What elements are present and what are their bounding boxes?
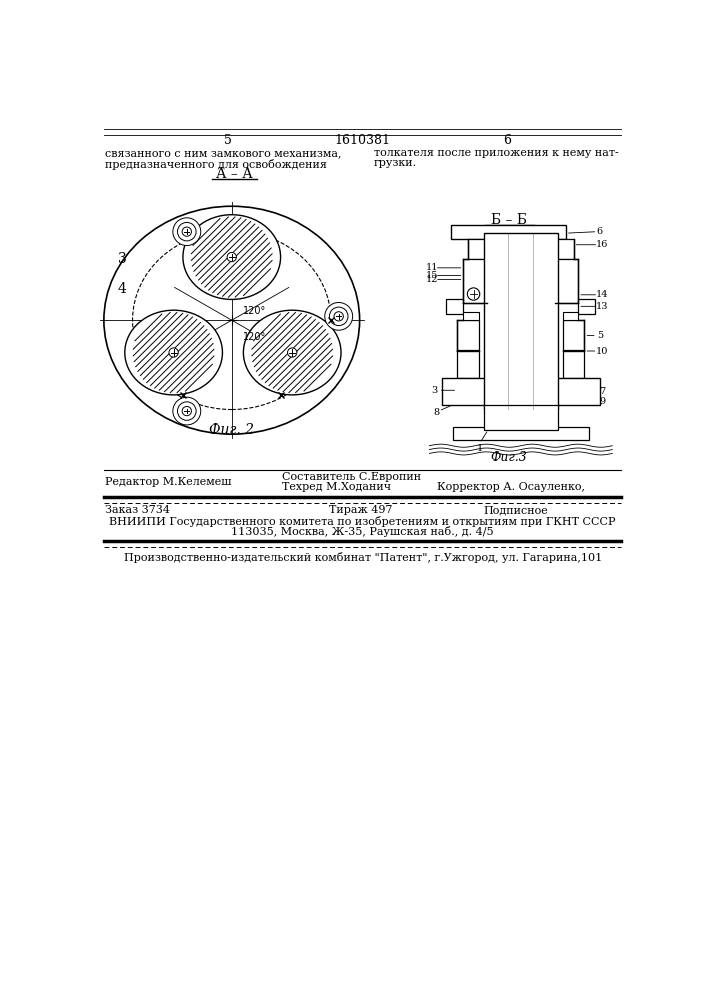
Bar xyxy=(457,320,479,351)
Circle shape xyxy=(329,307,348,326)
Bar xyxy=(563,350,585,378)
Bar xyxy=(464,259,486,303)
Text: 120°: 120° xyxy=(243,306,267,316)
Circle shape xyxy=(288,348,297,357)
Bar xyxy=(442,378,600,405)
Circle shape xyxy=(227,252,236,262)
Text: 12: 12 xyxy=(426,275,438,284)
Text: Заказ 3734: Заказ 3734 xyxy=(105,505,170,515)
Bar xyxy=(457,350,479,378)
Text: Техред М.Ходанич: Техред М.Ходанич xyxy=(282,482,391,492)
Bar xyxy=(578,299,595,314)
Text: 10: 10 xyxy=(596,347,609,356)
Text: Тираж 497: Тираж 497 xyxy=(329,505,392,515)
Ellipse shape xyxy=(125,310,223,395)
Circle shape xyxy=(182,406,192,416)
Text: грузки.: грузки. xyxy=(373,158,416,168)
Text: 16: 16 xyxy=(596,240,609,249)
Text: 9: 9 xyxy=(599,397,605,406)
Bar xyxy=(484,233,558,409)
Text: 120°: 120° xyxy=(243,332,267,342)
Text: 13: 13 xyxy=(596,302,609,311)
Text: ВНИИПИ Государственного комитета по изобретениям и открытиям при ГКНТ СССР: ВНИИПИ Государственного комитета по изоб… xyxy=(110,516,616,527)
Text: 4: 4 xyxy=(118,282,127,296)
Text: предназначенного для освобождения: предназначенного для освобождения xyxy=(105,158,327,169)
Circle shape xyxy=(177,402,196,420)
Text: 5: 5 xyxy=(224,134,232,147)
Bar xyxy=(452,427,589,440)
Ellipse shape xyxy=(243,310,341,395)
Text: Производственно-издательский комбинат "Патент", г.Ужгород, ул. Гагарина,101: Производственно-издательский комбинат "П… xyxy=(124,552,602,563)
Bar xyxy=(563,320,585,351)
Bar xyxy=(446,299,464,314)
Text: Составитель С.Европин: Составитель С.Европин xyxy=(282,472,421,482)
Circle shape xyxy=(177,222,196,241)
Bar xyxy=(552,239,573,259)
Text: Б – Б: Б – Б xyxy=(491,213,527,227)
Bar xyxy=(563,312,578,320)
Bar xyxy=(464,312,479,320)
Text: Корректор А. Осауленко,: Корректор А. Осауленко, xyxy=(437,482,585,492)
Text: 3: 3 xyxy=(118,252,127,266)
Bar xyxy=(451,225,566,239)
Circle shape xyxy=(169,348,178,357)
Text: 113035, Москва, Ж-35, Раушская наб., д. 4/5: 113035, Москва, Ж-35, Раушская наб., д. … xyxy=(231,526,494,537)
Circle shape xyxy=(173,218,201,246)
Text: толкателя после приложения к нему нат-: толкателя после приложения к нему нат- xyxy=(373,148,619,158)
Circle shape xyxy=(334,312,344,321)
Text: 1610381: 1610381 xyxy=(334,134,390,147)
Text: 15: 15 xyxy=(426,271,438,280)
Circle shape xyxy=(325,302,353,330)
Text: 8: 8 xyxy=(433,408,440,417)
Text: 3: 3 xyxy=(432,386,438,395)
Circle shape xyxy=(182,227,192,236)
Text: 5: 5 xyxy=(597,331,603,340)
Text: связанного с ним замкового механизма,: связанного с ним замкового механизма, xyxy=(105,148,342,158)
Text: 11: 11 xyxy=(426,263,438,272)
Text: Фиг.3: Фиг.3 xyxy=(491,451,527,464)
Text: А – А: А – А xyxy=(216,167,252,181)
Text: 6: 6 xyxy=(597,227,603,236)
Bar xyxy=(484,405,558,430)
Circle shape xyxy=(173,397,201,425)
Text: 6: 6 xyxy=(503,134,511,147)
Text: Редактор М.Келемеш: Редактор М.Келемеш xyxy=(105,477,232,487)
Ellipse shape xyxy=(104,206,360,434)
Text: 7: 7 xyxy=(599,387,605,396)
Text: Подписное: Подписное xyxy=(484,505,549,515)
Bar xyxy=(555,259,578,303)
Circle shape xyxy=(467,288,480,300)
Text: Фиг. 2: Фиг. 2 xyxy=(209,423,255,437)
Bar xyxy=(468,239,490,259)
Text: 1: 1 xyxy=(477,444,483,453)
Text: 14: 14 xyxy=(596,290,609,299)
Ellipse shape xyxy=(183,215,281,299)
